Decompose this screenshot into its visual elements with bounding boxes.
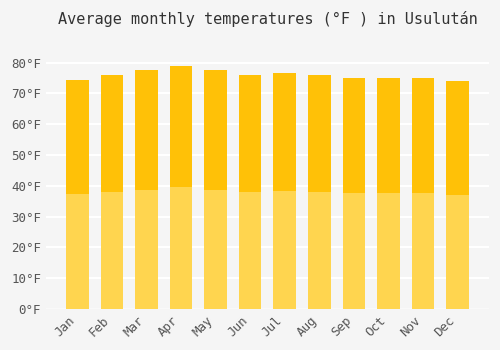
Bar [204, 70, 227, 309]
Bar [377, 194, 400, 309]
Bar [239, 192, 262, 309]
Title: Average monthly temperatures (°F ) in Usulután: Average monthly temperatures (°F ) in Us… [58, 11, 478, 27]
Bar [239, 75, 262, 309]
Bar [100, 75, 123, 309]
Bar [412, 194, 434, 309]
Bar [100, 192, 123, 309]
Bar [342, 78, 365, 309]
Bar [308, 75, 330, 309]
Bar [170, 187, 192, 309]
Bar [446, 81, 469, 309]
Bar [66, 79, 88, 309]
Bar [274, 191, 296, 309]
Bar [66, 194, 88, 309]
Bar [204, 190, 227, 309]
Bar [135, 190, 158, 309]
Bar [446, 195, 469, 309]
Bar [135, 70, 158, 309]
Bar [377, 78, 400, 309]
Bar [274, 74, 296, 309]
Bar [342, 194, 365, 309]
Bar [412, 78, 434, 309]
Bar [170, 66, 192, 309]
Bar [308, 192, 330, 309]
